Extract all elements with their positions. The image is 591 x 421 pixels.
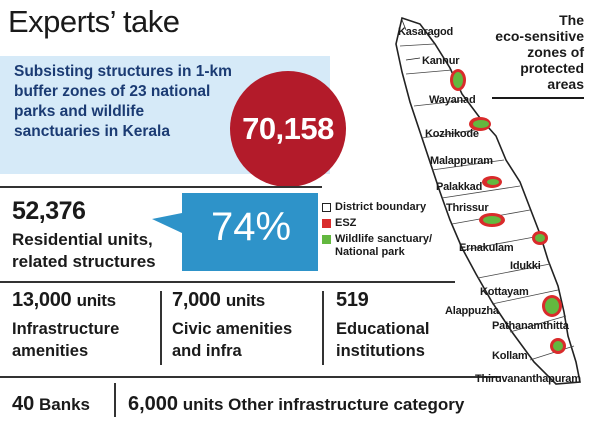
total-badge [230, 71, 346, 187]
stat-educational-count: 519 [336, 289, 369, 311]
label-alappuzha: Alappuzha [445, 305, 499, 317]
residential-label-line2: related structures [12, 252, 156, 271]
divider [322, 291, 324, 365]
label-kollam: Kollam [492, 350, 528, 362]
banks-stat: 40 Banks [12, 393, 91, 415]
other-infra-stat: 6,000 units Other infrastructure categor… [128, 393, 465, 415]
label-kannur: Kannur [422, 55, 460, 67]
divider [0, 281, 455, 283]
map-title: The eco-sensitive zones of protected are… [495, 12, 584, 92]
legend-item-wildlife: Wildlife sanctuary/ National park [322, 233, 432, 259]
label-wayanad: Wayanad [429, 94, 476, 106]
label-thiruvananthapuram: Thiruvananthapuram [475, 373, 581, 385]
map-title-rule [492, 97, 584, 99]
label-pathanamthitta: Pathanamthitta [492, 320, 569, 332]
percent-value: 74% [210, 205, 292, 249]
wildlife-zones [453, 72, 563, 351]
legend-item-district-boundary: District boundary [322, 201, 432, 214]
divider [160, 291, 162, 365]
stat-infrastructure-count: 13,000 units [12, 289, 116, 311]
label-kasaragod: Kasaragod [398, 26, 454, 38]
stat-civic-count: 7,000 units [172, 289, 265, 311]
divider [0, 376, 500, 378]
divider [0, 186, 322, 188]
green-swatch-icon [322, 235, 331, 244]
page-title: Experts’ take [8, 4, 180, 39]
stat-infrastructure-label: Infrastructure amenities [12, 320, 120, 360]
stat-civic-label: Civic amenities and infra [172, 320, 293, 360]
residential-count: 52,376 [12, 197, 86, 225]
residential-label: Residential units, related structures [12, 229, 156, 273]
label-malappuram: Malappuram [430, 155, 493, 167]
label-idukki: Idukki [510, 260, 541, 272]
divider [114, 383, 116, 417]
stat-educational-label: Educational institutions [336, 320, 430, 360]
red-swatch-icon [322, 219, 331, 228]
headline-description: Subsisting structures in 1-km buffer zon… [14, 63, 232, 140]
residential-label-line1: Residential units, [12, 230, 153, 249]
label-palakkad: Palakkad [436, 181, 483, 193]
legend-item-esz: ESZ [322, 217, 432, 230]
total-value: 70,158 [242, 111, 334, 146]
map-legend: District boundary ESZ Wildlife sanctuary… [322, 201, 432, 262]
district-boundaries [399, 43, 575, 361]
outline-swatch-icon [322, 203, 331, 212]
label-ernakulam: Ernakulam [459, 242, 514, 254]
percent-callout-shape [152, 193, 318, 271]
kerala-map [395, 16, 581, 385]
label-thrissur: Thrissur [446, 202, 489, 214]
label-kozhikode: Kozhikode [425, 128, 479, 140]
label-kottayam: Kottayam [480, 286, 529, 298]
